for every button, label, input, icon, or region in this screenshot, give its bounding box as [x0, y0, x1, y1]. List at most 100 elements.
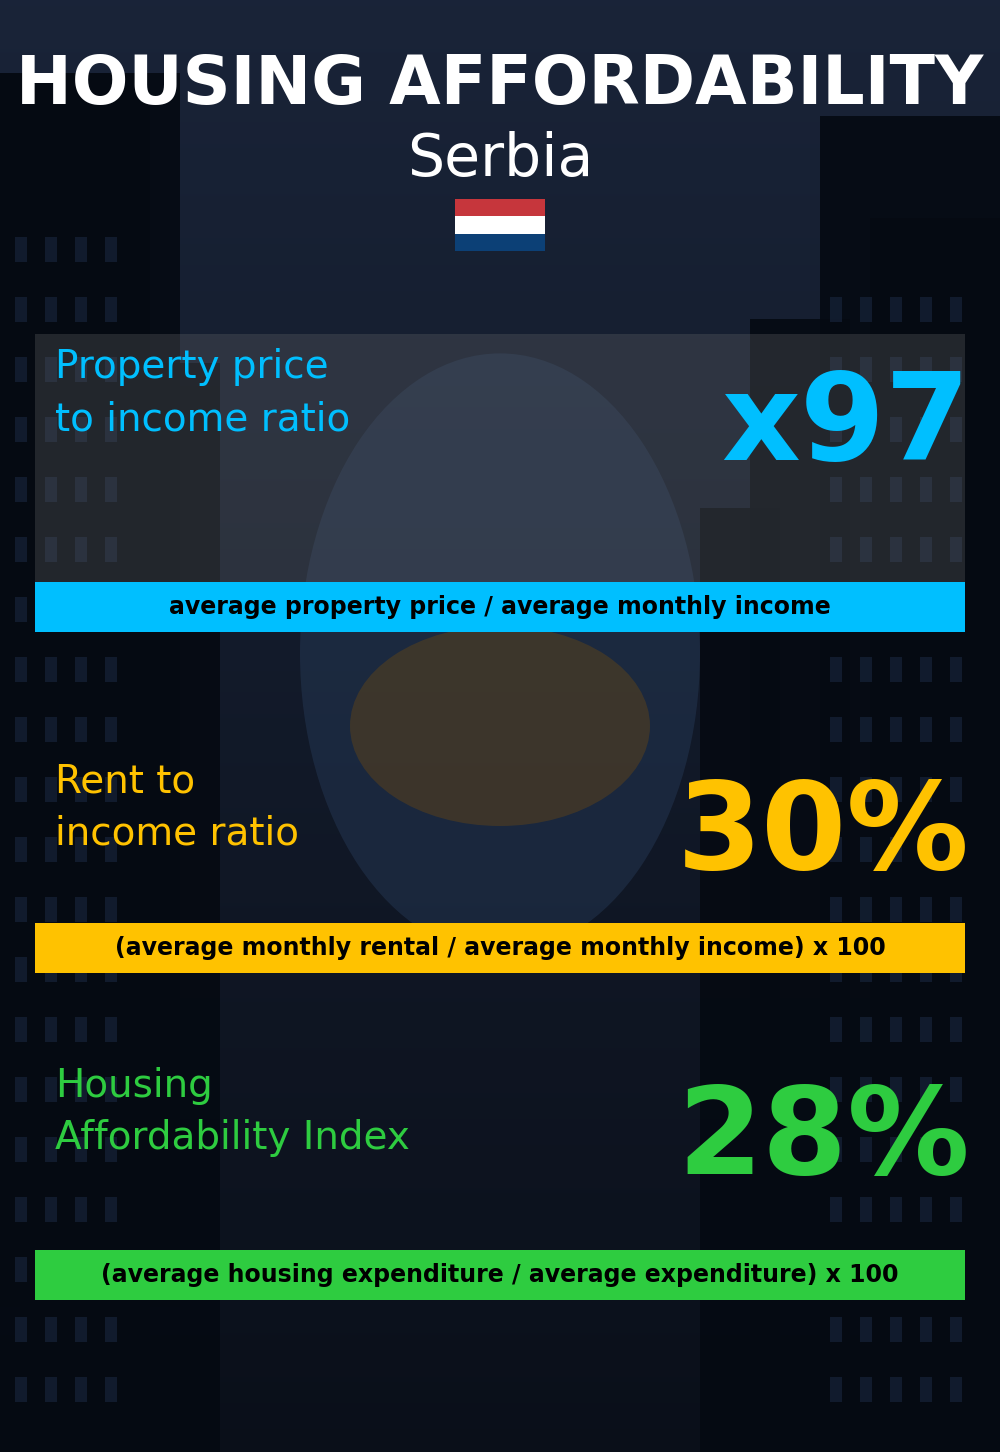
Bar	[950, 1317, 962, 1342]
Bar	[890, 1257, 902, 1282]
Bar	[890, 357, 902, 382]
Bar	[830, 897, 842, 922]
Bar	[950, 1137, 962, 1162]
Bar	[75, 1137, 87, 1162]
Bar	[920, 1077, 932, 1102]
Bar	[920, 597, 932, 621]
Bar	[890, 836, 902, 862]
Bar	[0, 73, 180, 1307]
Bar	[830, 1196, 842, 1223]
Bar	[75, 417, 87, 441]
Bar	[45, 957, 57, 982]
Bar	[105, 836, 117, 862]
Bar	[750, 319, 850, 1452]
Text: (average monthly rental / average monthly income) x 100: (average monthly rental / average monthl…	[115, 937, 885, 960]
Bar	[15, 357, 27, 382]
Bar	[820, 116, 1000, 1452]
Bar	[45, 1016, 57, 1043]
Bar	[860, 1257, 872, 1282]
Bar	[105, 717, 117, 742]
Bar	[830, 1257, 842, 1282]
Text: Affordability Index: Affordability Index	[55, 1119, 410, 1157]
Bar	[45, 537, 57, 562]
Bar	[830, 1137, 842, 1162]
Bar	[950, 1196, 962, 1223]
Bar	[75, 1016, 87, 1043]
Bar	[830, 836, 842, 862]
Bar	[830, 1376, 842, 1403]
Text: Rent to: Rent to	[55, 762, 195, 800]
Bar	[15, 897, 27, 922]
Bar	[890, 1317, 902, 1342]
Bar	[15, 1196, 27, 1223]
Bar	[75, 478, 87, 502]
Bar	[920, 537, 932, 562]
Bar	[15, 1016, 27, 1043]
Bar	[920, 957, 932, 982]
Bar	[15, 1137, 27, 1162]
Bar	[15, 597, 27, 621]
Bar	[45, 1137, 57, 1162]
Bar	[830, 357, 842, 382]
Bar	[860, 836, 872, 862]
Bar	[920, 1137, 932, 1162]
Bar	[950, 1257, 962, 1282]
Bar	[700, 508, 780, 1452]
Bar	[105, 597, 117, 621]
Text: (average housing expenditure / average expenditure) x 100: (average housing expenditure / average e…	[101, 1263, 899, 1286]
Bar	[950, 478, 962, 502]
Bar	[950, 357, 962, 382]
Bar	[830, 417, 842, 441]
Bar	[860, 537, 872, 562]
Bar	[105, 777, 117, 802]
Bar	[860, 298, 872, 322]
Bar	[890, 897, 902, 922]
Bar	[920, 897, 932, 922]
Bar	[920, 478, 932, 502]
Bar	[950, 298, 962, 322]
Bar	[45, 597, 57, 621]
Bar	[920, 717, 932, 742]
Bar	[15, 717, 27, 742]
Bar	[35, 923, 965, 973]
Bar	[830, 957, 842, 982]
Bar	[920, 357, 932, 382]
Text: to income ratio: to income ratio	[55, 401, 350, 439]
Bar	[45, 1077, 57, 1102]
Bar	[860, 417, 872, 441]
Bar	[105, 478, 117, 502]
Bar	[890, 1137, 902, 1162]
Bar	[75, 1376, 87, 1403]
Bar	[860, 357, 872, 382]
Bar	[75, 298, 87, 322]
Bar	[455, 199, 545, 225]
Bar	[130, 363, 220, 1452]
Bar	[45, 897, 57, 922]
Bar	[890, 537, 902, 562]
Bar	[860, 1137, 872, 1162]
Bar	[860, 777, 872, 802]
Bar	[35, 582, 965, 632]
Text: HOUSING AFFORDABILITY: HOUSING AFFORDABILITY	[16, 52, 984, 118]
Bar	[15, 1257, 27, 1282]
Bar	[45, 298, 57, 322]
Bar	[45, 717, 57, 742]
Bar	[15, 417, 27, 441]
Bar	[830, 1077, 842, 1102]
Bar	[950, 957, 962, 982]
Bar	[105, 237, 117, 261]
Bar	[830, 298, 842, 322]
Bar	[860, 478, 872, 502]
Bar	[830, 597, 842, 621]
Bar	[75, 357, 87, 382]
Bar	[105, 1317, 117, 1342]
Bar	[105, 957, 117, 982]
Bar	[15, 537, 27, 562]
Bar	[15, 298, 27, 322]
Bar	[15, 1077, 27, 1102]
Bar	[950, 597, 962, 621]
Bar	[105, 1016, 117, 1043]
Bar	[45, 777, 57, 802]
Bar	[20, 174, 140, 1452]
Text: Serbia: Serbia	[407, 131, 593, 187]
